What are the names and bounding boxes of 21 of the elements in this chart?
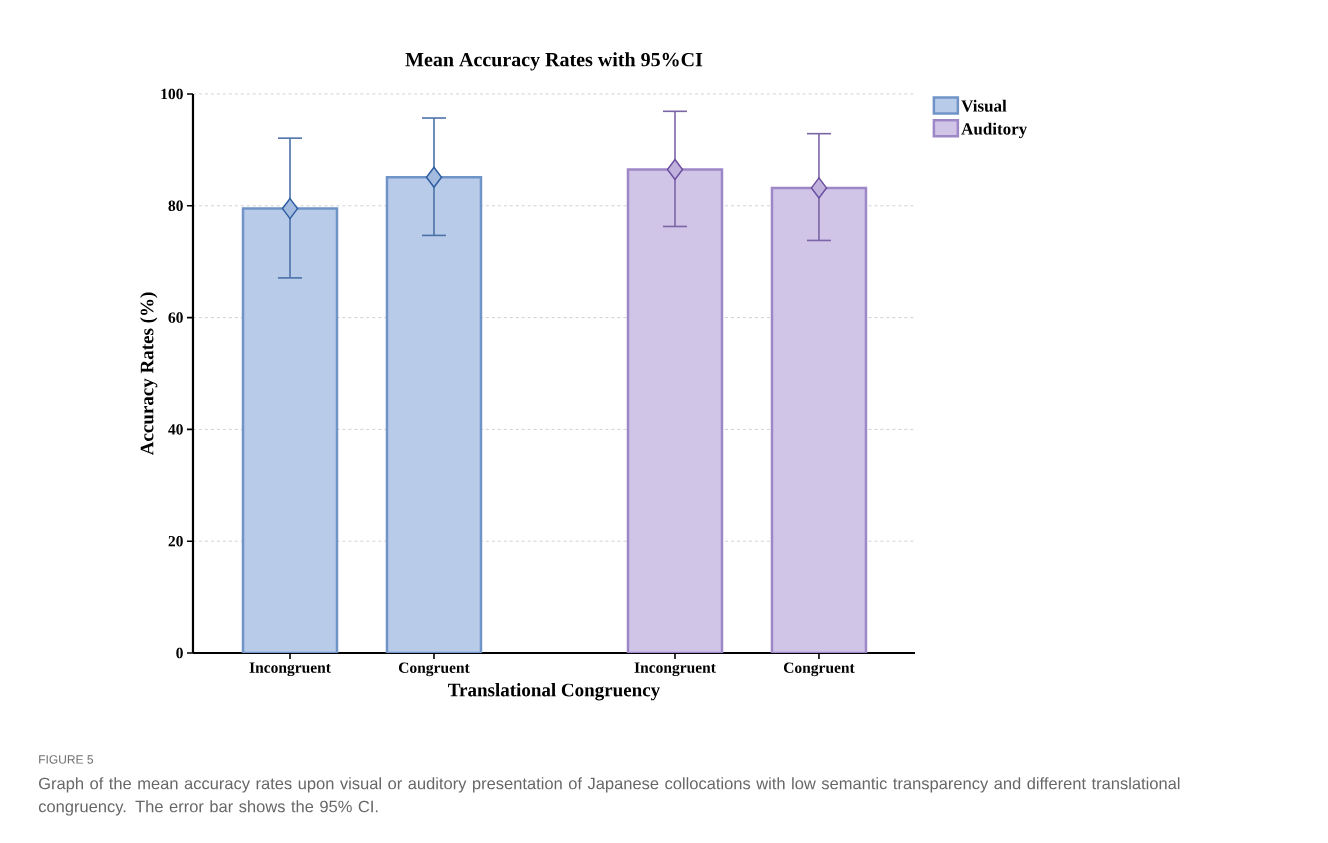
caption: FIGURE 5 xyxy=(39,755,94,764)
y-axis-title: Accuracy Rates (%) xyxy=(140,292,158,456)
y-tick-label: 100 xyxy=(161,88,183,100)
bar xyxy=(241,207,339,653)
x-tick-label: Incongruent xyxy=(249,662,331,677)
x-tick-label: Congruent xyxy=(783,662,855,677)
x-axis-title: Translational Congruency xyxy=(448,683,660,701)
y-tick-label: 60 xyxy=(168,312,183,323)
bar xyxy=(385,176,483,653)
bar xyxy=(770,186,868,653)
y-tick-label: 0 xyxy=(176,647,183,659)
y-tick-label: 40 xyxy=(168,424,183,435)
legend-label: Visual xyxy=(961,99,1007,112)
legend-label: Auditory xyxy=(961,122,1028,139)
x-tick-label: Congruent xyxy=(398,662,470,677)
chart-title: Mean Accuracy Rates with 95%CI xyxy=(405,52,703,71)
bar xyxy=(626,168,724,653)
x-tick-label: Incongruent xyxy=(634,662,716,677)
text: Graph of the mean accuracy rates upon visual or auditory presentation of Japanese collocations with low semantic transparency and different translational congruency. The error bar shows the 95% CI. xyxy=(38,777,1180,816)
y-tick-label: 20 xyxy=(168,535,183,547)
y-tick-label: 80 xyxy=(168,200,183,212)
